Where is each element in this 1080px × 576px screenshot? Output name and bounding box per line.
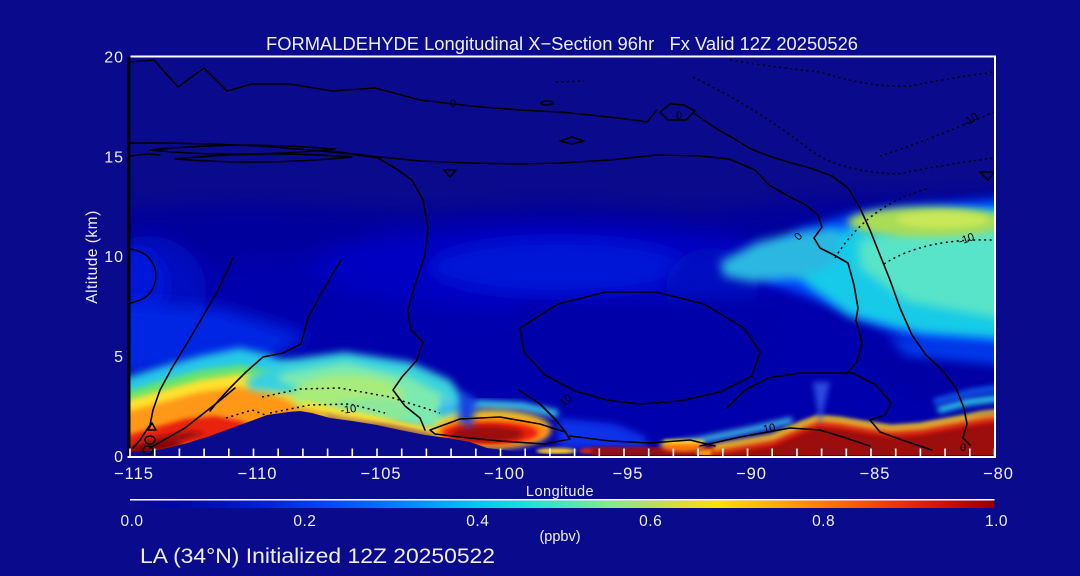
svg-text:10: 10 [762,422,776,436]
svg-text:0: 0 [676,110,682,122]
svg-text:0.0: 0.0 [120,513,143,530]
svg-text:10: 10 [557,392,574,409]
svg-text:1.0: 1.0 [985,513,1008,530]
svg-text:−90: −90 [736,465,767,483]
svg-text:0.4: 0.4 [466,513,489,530]
svg-text:−110: −110 [238,465,278,483]
svg-text:−80: −80 [983,465,1014,483]
svg-text:LA (34°N) Initialized 12Z 2025: LA (34°N) Initialized 12Z 20250522 [140,544,495,568]
svg-text:Altitude (km): Altitude (km) [84,210,101,304]
svg-text:10: 10 [104,249,124,266]
svg-text:−105: −105 [360,465,401,483]
svg-text:-10: -10 [340,403,357,417]
svg-text:−85: −85 [860,465,891,483]
svg-text:−115: −115 [114,465,154,483]
svg-text:(ppbv): (ppbv) [539,529,580,545]
svg-text:15: 15 [104,149,124,166]
svg-text:20: 20 [104,50,124,67]
svg-text:−100: −100 [484,465,525,483]
svg-text:0.6: 0.6 [639,513,662,530]
svg-text:Longitude: Longitude [526,484,594,500]
svg-text:5: 5 [114,349,124,366]
svg-text:−95: −95 [613,465,644,483]
svg-text:FORMALDEHYDE Longitudinal X−Se: FORMALDEHYDE Longitudinal X−Section 96hr… [266,33,858,54]
svg-text:0: 0 [114,449,124,466]
svg-text:0: 0 [960,442,966,454]
svg-text:-10: -10 [957,231,976,248]
svg-text:0: 0 [450,98,456,110]
svg-text:0.2: 0.2 [293,513,316,530]
svg-text:0.8: 0.8 [812,513,835,530]
